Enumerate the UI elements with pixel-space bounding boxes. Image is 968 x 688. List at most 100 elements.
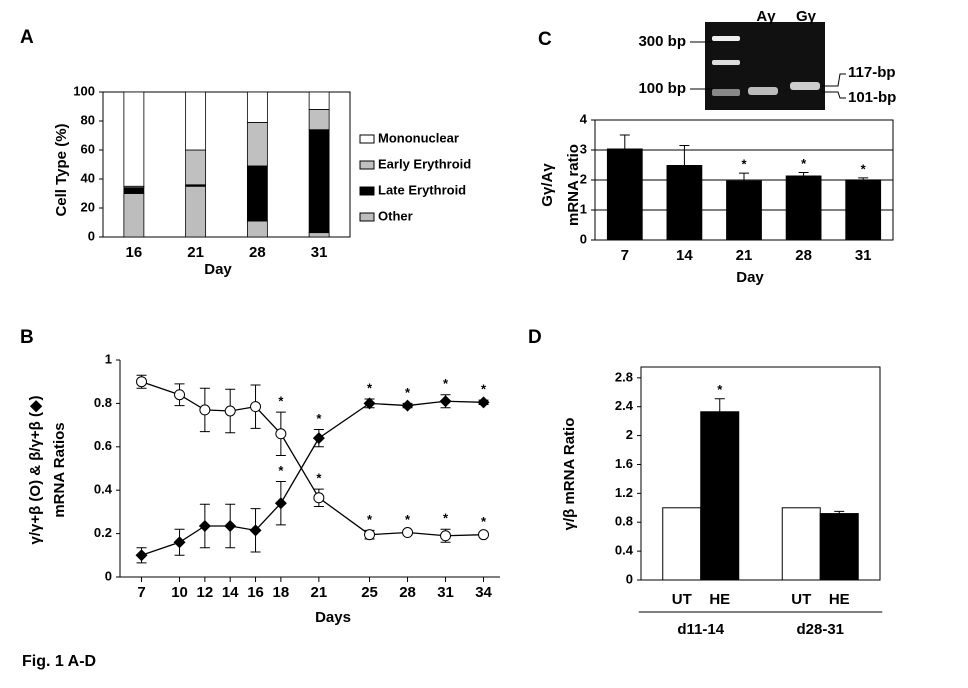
panel-label: B [20, 327, 34, 348]
bar-segment [246, 91, 268, 123]
point [401, 399, 414, 412]
significance-mark: * [278, 394, 284, 409]
plot-frame [102, 91, 351, 238]
y-tick-label: 2.4 [615, 398, 634, 413]
group-label: d11-14 [677, 621, 724, 638]
y-tick-label: 0 [88, 228, 95, 243]
y-tick-label: 2.8 [615, 369, 633, 384]
group-label: d28-31 [796, 621, 844, 638]
point [136, 376, 148, 388]
lane-label: Gγ [796, 8, 817, 25]
y-tick-label: 0.8 [615, 514, 633, 529]
bar-segment [308, 129, 330, 234]
x-axis-label: Days [315, 609, 351, 626]
bar [726, 180, 762, 240]
bar [606, 148, 643, 240]
bar-segment [246, 165, 268, 222]
band-label: 117-bp [848, 64, 896, 81]
point [224, 405, 236, 417]
x-axis-label: Day [204, 261, 232, 278]
y-tick-label: 0.4 [615, 543, 634, 558]
point [224, 520, 237, 533]
legend-label: Late Erythroid [378, 182, 466, 197]
point [402, 527, 414, 539]
y-axis-label: mRNA Ratios [51, 422, 68, 517]
point [199, 404, 211, 416]
significance-mark: * [443, 511, 449, 526]
series-line [141, 400, 484, 556]
x-tick-label: 21 [736, 247, 753, 264]
significance-mark: * [861, 161, 867, 176]
legend-swatch [359, 134, 375, 144]
ladder-band [712, 36, 740, 41]
significance-mark: * [405, 512, 411, 527]
x-tick-label: 21 [187, 244, 204, 261]
y-tick-label: 80 [81, 112, 95, 127]
y-tick-label: 0 [580, 231, 587, 246]
x-tick-label: 16 [126, 244, 143, 261]
point [363, 397, 376, 410]
x-tick-label: 31 [437, 584, 454, 601]
y-tick-label: 0.4 [94, 482, 113, 497]
bar [819, 513, 859, 581]
bar-segment [185, 185, 207, 238]
y-tick-label: 4 [580, 111, 588, 126]
ladder-band [712, 89, 740, 96]
point [440, 530, 452, 542]
point [174, 389, 186, 401]
bar-segment [123, 187, 145, 194]
point [198, 520, 211, 533]
bar-label: HE [829, 591, 850, 608]
point [439, 395, 452, 408]
y-axis-label: γ/γ+β (O) & β/γ+β (◆) [27, 395, 44, 544]
bar-segment [123, 91, 145, 187]
y-tick-label: 1.6 [615, 456, 633, 471]
x-tick-label: 7 [137, 584, 145, 601]
panel-label: A [20, 27, 34, 48]
y-tick-label: 1 [105, 351, 112, 366]
x-tick-label: 28 [249, 244, 266, 261]
gel-image: Aγ Gγ 300 bp 100 bp 117-bp 101-bp [638, 8, 896, 110]
bar-label: UT [791, 591, 811, 608]
legend-label: Early Erythroid [378, 156, 471, 171]
y-tick-label: 0.8 [94, 395, 112, 410]
x-tick-label: 7 [621, 247, 629, 264]
y-tick-label: 0.6 [94, 438, 112, 453]
significance-mark: * [741, 157, 747, 172]
significance-mark: * [443, 376, 449, 391]
y-tick-label: 1.2 [615, 485, 633, 500]
significance-mark: * [405, 385, 411, 400]
x-tick-label: 34 [475, 584, 492, 601]
panel-label: D [528, 327, 542, 348]
error-bar [858, 177, 869, 180]
significance-mark: * [801, 156, 807, 171]
x-tick-label: 28 [399, 584, 416, 601]
band-label: 101-bp [848, 89, 896, 106]
x-tick-label: 12 [197, 584, 214, 601]
bar [781, 507, 821, 581]
y-tick-label: 2 [626, 427, 633, 442]
error-bar [714, 398, 725, 412]
y-tick-label: 100 [73, 83, 95, 98]
point [477, 396, 490, 409]
y-tick-label: 60 [81, 141, 95, 156]
x-tick-label: 21 [311, 584, 328, 601]
ladder-band [712, 60, 740, 65]
error-bar [798, 172, 809, 176]
significance-mark: * [278, 463, 284, 478]
bar-segment [246, 122, 268, 167]
y-axis-label: Gγ/Aγ [539, 163, 556, 207]
lane-label: Aγ [756, 8, 776, 25]
point [274, 497, 287, 510]
y-tick-label: 2 [580, 171, 587, 186]
x-tick-label: 25 [361, 584, 378, 601]
bar [845, 179, 882, 240]
y-tick-label: 1 [580, 201, 587, 216]
bar-segment [308, 109, 330, 131]
y-tick-label: 0 [626, 571, 633, 586]
y-tick-label: 0.2 [94, 525, 112, 540]
point [135, 549, 148, 562]
legend-label: Other [378, 208, 413, 223]
figure-caption: Fig. 1 A-D [22, 653, 96, 670]
